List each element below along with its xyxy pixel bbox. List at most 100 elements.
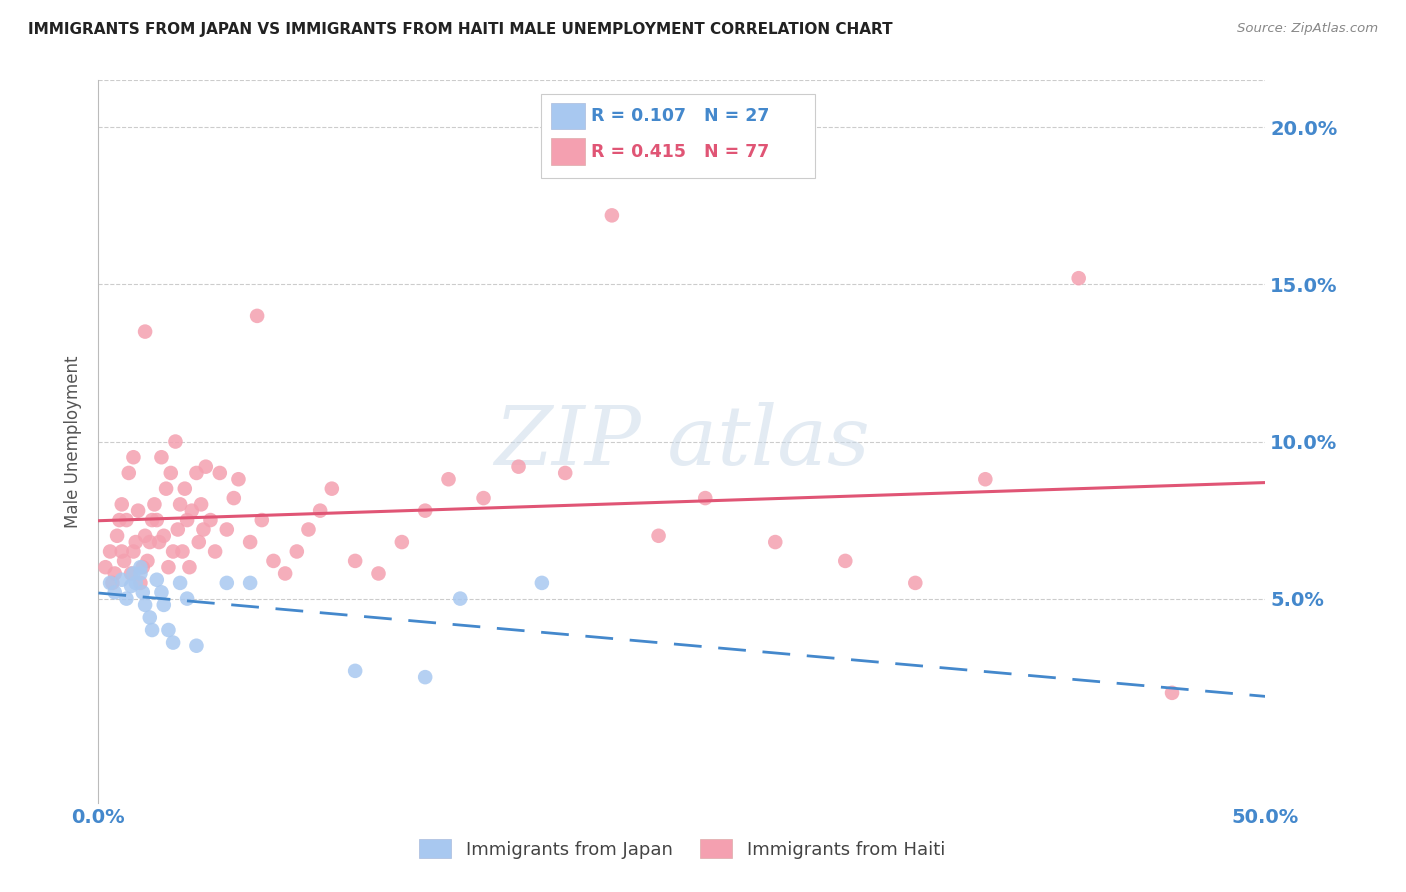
Point (297, 523, 319, 537)
Point (129, 560, 152, 574)
Point (222, 491, 245, 505)
Point (194, 459, 217, 474)
Point (508, 459, 530, 474)
Point (179, 560, 201, 574)
Legend: Immigrants from Japan, Immigrants from Haiti: Immigrants from Japan, Immigrants from H… (412, 832, 952, 866)
Point (204, 544, 226, 558)
Point (169, 497, 191, 511)
Point (391, 535, 413, 549)
Text: ZIP atlas: ZIP atlas (494, 401, 870, 482)
Point (246, 309, 269, 323)
Point (449, 591, 471, 606)
Point (132, 560, 155, 574)
Point (763, 535, 786, 549)
Point (120, 579, 142, 593)
Point (98, 575, 121, 590)
Point (146, 573, 169, 587)
Point (193, 523, 215, 537)
Text: IMMIGRANTS FROM JAPAN VS IMMIGRANTS FROM HAITI MALE UNEMPLOYMENT CORRELATION CHA: IMMIGRANTS FROM JAPAN VS IMMIGRANTS FROM… (28, 22, 893, 37)
Point (132, 585, 155, 599)
Point (834, 554, 856, 568)
Point (152, 529, 174, 543)
Point (157, 560, 180, 574)
Point (413, 670, 436, 684)
Point (141, 623, 163, 637)
Point (111, 497, 134, 511)
Point (162, 635, 184, 649)
Point (974, 472, 997, 486)
Point (250, 513, 273, 527)
Point (285, 544, 308, 558)
Point (146, 513, 169, 527)
Point (176, 513, 198, 527)
Point (413, 503, 436, 517)
Point (274, 566, 297, 581)
Point (169, 575, 191, 590)
Point (157, 623, 180, 637)
Point (176, 591, 198, 606)
Point (139, 535, 162, 549)
Point (208, 466, 231, 480)
Point (152, 598, 174, 612)
Point (1067, 271, 1090, 285)
Point (122, 544, 145, 558)
Point (112, 554, 135, 568)
Point (148, 535, 170, 549)
Point (111, 573, 134, 587)
Point (134, 598, 156, 612)
Point (228, 472, 250, 486)
Point (344, 554, 367, 568)
Point (647, 529, 669, 543)
Point (367, 566, 389, 581)
Point (141, 513, 163, 527)
Point (180, 503, 202, 517)
Point (172, 544, 194, 558)
Point (134, 529, 156, 543)
Point (344, 664, 367, 678)
Text: R = 0.107   N = 27: R = 0.107 N = 27 (591, 107, 769, 125)
Point (104, 585, 127, 599)
Point (104, 566, 127, 581)
Point (108, 513, 131, 527)
Point (215, 575, 238, 590)
Point (127, 503, 149, 517)
Point (159, 466, 181, 480)
Point (187, 535, 209, 549)
Text: Source: ZipAtlas.com: Source: ZipAtlas.com (1237, 22, 1378, 36)
Point (98, 544, 121, 558)
Point (321, 482, 343, 496)
Point (155, 482, 177, 496)
Point (309, 503, 332, 517)
Point (118, 466, 141, 480)
Point (165, 434, 187, 449)
Point (150, 450, 173, 465)
Point (134, 325, 156, 339)
Point (105, 529, 128, 543)
Point (1161, 686, 1184, 700)
Point (101, 575, 124, 590)
Point (122, 566, 145, 581)
Y-axis label: Male Unemployment: Male Unemployment (65, 355, 83, 528)
Point (600, 208, 623, 222)
Point (125, 575, 148, 590)
Point (136, 554, 159, 568)
Point (129, 575, 152, 590)
Point (190, 497, 212, 511)
Point (695, 491, 717, 505)
Point (94, 560, 117, 574)
Point (437, 472, 460, 486)
Point (111, 544, 134, 558)
Point (162, 544, 184, 558)
Point (166, 523, 188, 537)
Point (139, 610, 162, 624)
Point (472, 491, 495, 505)
Point (125, 535, 148, 549)
Point (186, 639, 208, 653)
Point (262, 554, 284, 568)
Point (200, 513, 222, 527)
Point (173, 482, 195, 496)
Point (115, 513, 138, 527)
Point (239, 535, 262, 549)
Point (904, 575, 927, 590)
Point (186, 466, 208, 480)
